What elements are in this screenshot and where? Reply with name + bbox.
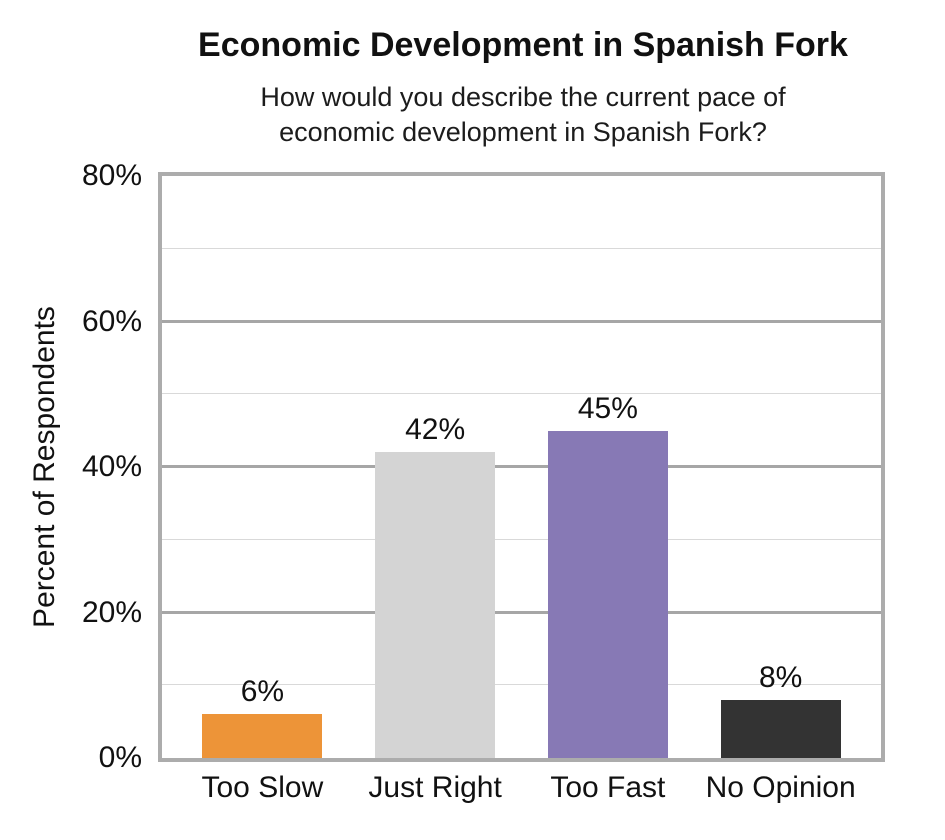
y-tick-label: 40% bbox=[81, 450, 142, 483]
data-label: 45% bbox=[577, 391, 638, 425]
minor-gridline bbox=[162, 247, 881, 249]
x-category-label: Too Fast bbox=[550, 771, 666, 804]
y-tick-label: 0% bbox=[98, 741, 142, 774]
bar-too-fast bbox=[547, 430, 668, 758]
bar-no-opinion bbox=[720, 699, 841, 758]
chart-subtitle: How would you describe the current pace … bbox=[162, 80, 884, 150]
data-label: 8% bbox=[758, 660, 803, 694]
data-label: 6% bbox=[240, 675, 285, 709]
y-tick-label: 20% bbox=[81, 595, 142, 629]
x-category-label: Just Right bbox=[368, 771, 502, 804]
x-category-label: Too Slow bbox=[201, 771, 324, 804]
major-gridline bbox=[162, 610, 881, 614]
bar-just-right bbox=[375, 452, 496, 758]
minor-gridline bbox=[162, 538, 881, 540]
major-gridline bbox=[162, 319, 881, 323]
data-label: 42% bbox=[405, 413, 466, 447]
chart-subtitle-text: How would you describe the current pace … bbox=[260, 82, 786, 147]
plot-area: 6% 42% 45% 8% bbox=[158, 172, 885, 762]
major-gridline bbox=[162, 465, 881, 468]
y-tick-label: 80% bbox=[81, 159, 142, 192]
bar-too-slow bbox=[202, 714, 323, 758]
minor-gridline bbox=[162, 393, 881, 395]
chart-title: Economic Development in Spanish Fork bbox=[198, 26, 848, 64]
y-tick-label: 60% bbox=[81, 304, 142, 338]
x-category-label: No Opinion bbox=[705, 771, 856, 804]
x-axis-category-labels: Too Slow Just Right Too Fast No Opinion bbox=[162, 768, 881, 814]
